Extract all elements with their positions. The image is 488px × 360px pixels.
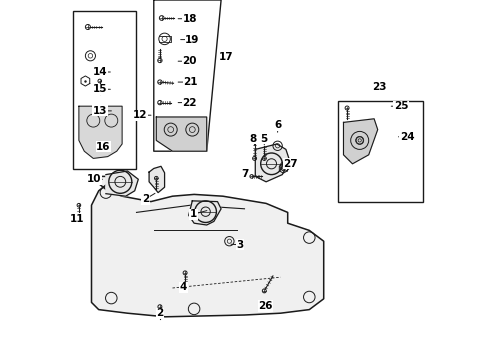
Text: 27: 27 xyxy=(283,159,297,169)
Text: 18: 18 xyxy=(182,14,197,24)
Text: 14: 14 xyxy=(92,67,107,77)
Text: 7: 7 xyxy=(240,168,248,179)
Text: 20: 20 xyxy=(182,56,197,66)
Text: 12: 12 xyxy=(133,110,147,120)
Text: 16: 16 xyxy=(96,142,110,152)
Text: 21: 21 xyxy=(183,77,197,87)
Text: 19: 19 xyxy=(185,35,199,45)
Polygon shape xyxy=(156,117,206,151)
Text: 1: 1 xyxy=(189,209,197,219)
Text: 5: 5 xyxy=(260,134,267,144)
Text: 11: 11 xyxy=(70,214,84,224)
Polygon shape xyxy=(153,0,221,151)
FancyBboxPatch shape xyxy=(337,101,422,202)
Text: 2: 2 xyxy=(142,194,149,204)
Text: 9: 9 xyxy=(283,159,290,169)
Polygon shape xyxy=(91,176,323,317)
Text: 6: 6 xyxy=(273,120,281,130)
Text: 24: 24 xyxy=(399,132,414,142)
Text: 2: 2 xyxy=(156,308,163,318)
FancyBboxPatch shape xyxy=(73,11,136,169)
Polygon shape xyxy=(255,144,289,182)
Polygon shape xyxy=(79,106,122,158)
Polygon shape xyxy=(188,201,221,225)
Text: 3: 3 xyxy=(236,240,244,250)
Polygon shape xyxy=(106,171,138,196)
Text: 13: 13 xyxy=(92,106,107,116)
Polygon shape xyxy=(343,119,377,164)
Text: 15: 15 xyxy=(92,84,107,94)
Text: 17: 17 xyxy=(218,52,233,62)
Text: 23: 23 xyxy=(371,82,386,92)
Text: 8: 8 xyxy=(249,134,256,144)
Text: 25: 25 xyxy=(393,101,407,111)
Text: 26: 26 xyxy=(258,301,272,311)
Text: 10: 10 xyxy=(86,174,101,184)
Text: 4: 4 xyxy=(179,282,186,292)
Text: 22: 22 xyxy=(182,98,197,108)
Polygon shape xyxy=(149,166,164,193)
